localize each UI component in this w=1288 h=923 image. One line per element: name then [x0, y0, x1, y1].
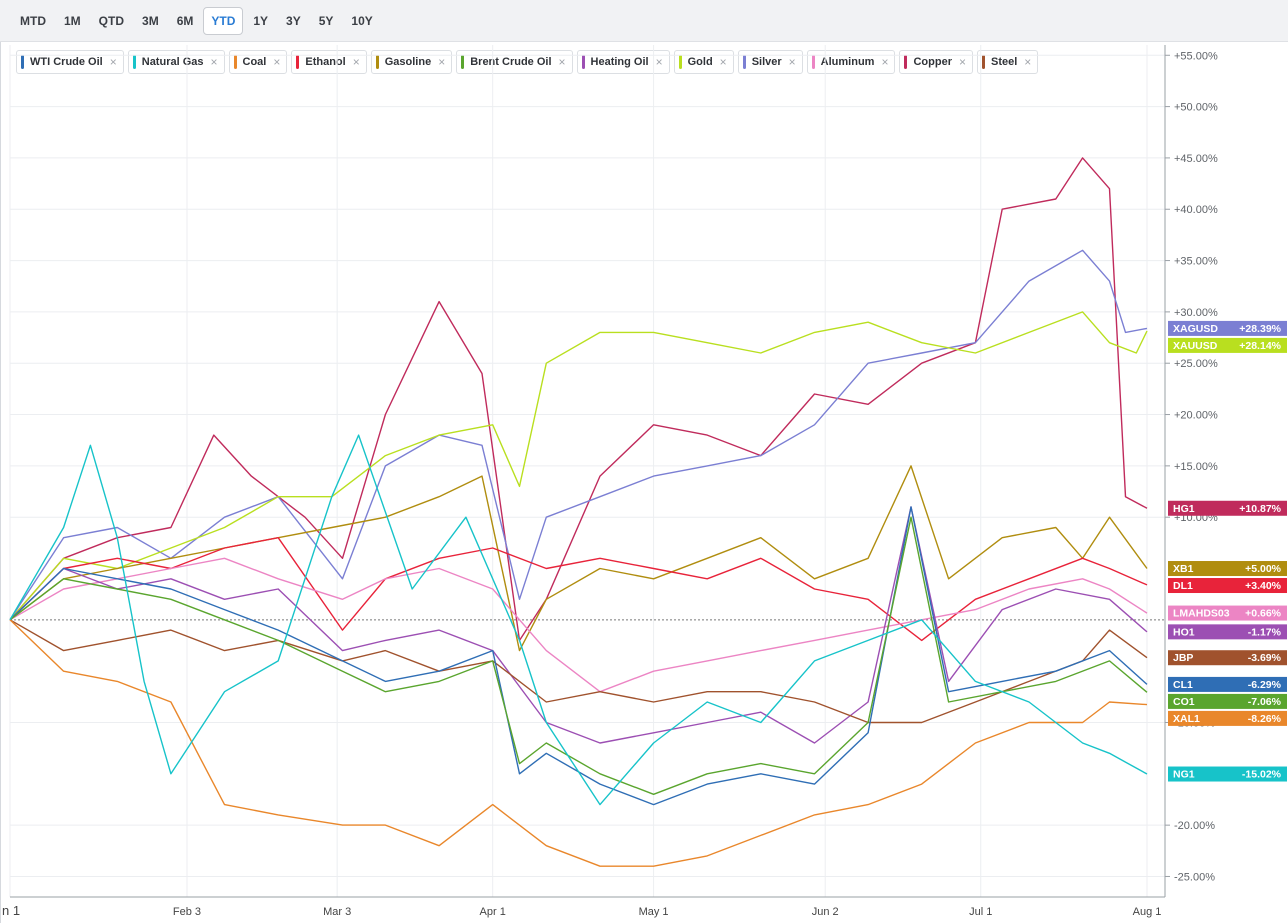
legend-chip[interactable]: Brent Crude Oil ×	[456, 50, 573, 74]
legend-label: Ethanol	[305, 56, 346, 68]
range-button-mtd[interactable]: MTD	[20, 13, 46, 28]
legend-swatch	[981, 55, 985, 69]
remove-series-icon[interactable]: ×	[958, 55, 966, 69]
remove-series-icon[interactable]: ×	[655, 55, 663, 69]
legend-chip[interactable]: WTI Crude Oil ×	[16, 50, 124, 74]
legend-swatch	[461, 55, 465, 69]
legend-swatch	[21, 55, 24, 69]
legend-chip[interactable]: Aluminum ×	[806, 50, 896, 74]
range-button-10y[interactable]: 10Y	[351, 13, 373, 28]
range-button-1m[interactable]: 1M	[64, 13, 81, 28]
legend-chip[interactable]: Gasoline ×	[370, 50, 453, 74]
legend-swatch	[296, 55, 300, 69]
legend-chip[interactable]: Steel ×	[976, 50, 1039, 74]
legend-label: Brent Crude Oil	[470, 56, 552, 68]
remove-series-icon[interactable]: ×	[438, 55, 446, 69]
range-button-ytd[interactable]: YTD	[203, 6, 244, 35]
remove-series-icon[interactable]: ×	[558, 55, 566, 69]
legend-chip[interactable]: Silver ×	[737, 50, 803, 74]
legend-swatch	[581, 55, 585, 69]
legend-label: Aluminum	[820, 56, 875, 68]
legend-label: Silver	[751, 56, 782, 68]
remove-series-icon[interactable]: ×	[1024, 55, 1032, 69]
legend-chip[interactable]: Natural Gas ×	[127, 50, 225, 74]
range-button-6m[interactable]: 6M	[176, 13, 194, 28]
legend-label: Copper	[913, 56, 952, 68]
legend-swatch	[904, 55, 908, 69]
legend-swatch	[678, 55, 682, 69]
legend-label: Coal	[242, 56, 267, 68]
range-button-5y[interactable]: 5Y	[318, 13, 334, 28]
range-button-qtd[interactable]: QTD	[98, 13, 125, 28]
series-legend: WTI Crude Oil × Natural Gas × Coal × Ethanol × G…	[16, 50, 1039, 74]
legend-chip[interactable]: Ethanol ×	[291, 50, 367, 74]
remove-series-icon[interactable]: ×	[881, 55, 889, 69]
legend-swatch	[132, 55, 136, 69]
range-button-1y[interactable]: 1Y	[253, 13, 269, 28]
legend-chip[interactable]: Gold ×	[673, 50, 734, 74]
remove-series-icon[interactable]: ×	[719, 55, 727, 69]
range-button-3y[interactable]: 3Y	[286, 13, 301, 28]
legend-swatch	[742, 55, 746, 69]
remove-series-icon[interactable]: ×	[788, 55, 796, 69]
legend-swatch	[811, 55, 815, 69]
remove-series-icon[interactable]: ×	[273, 55, 281, 69]
legend-swatch	[375, 55, 379, 69]
legend-chip[interactable]: Heating Oil ×	[576, 50, 670, 74]
remove-series-icon[interactable]: ×	[352, 55, 360, 69]
range-button-3m[interactable]: 3M	[142, 13, 159, 28]
legend-label: Heating Oil	[590, 56, 649, 68]
legend-label: Gasoline	[384, 56, 432, 68]
legend-label: Steel	[990, 56, 1018, 68]
legend-label: Natural Gas	[141, 56, 204, 68]
legend-label: WTI Crude Oil	[30, 56, 103, 68]
range-toolbar: MTD 1M QTD 3M 6M YTD 1Y 3Y 5Y 10Y	[0, 0, 1288, 42]
legend-chip[interactable]: Copper ×	[899, 50, 973, 74]
legend-label: Gold	[687, 56, 713, 68]
remove-series-icon[interactable]: ×	[210, 55, 218, 69]
legend-chip[interactable]: Coal ×	[228, 50, 288, 74]
legend-swatch	[233, 55, 237, 69]
remove-series-icon[interactable]: ×	[109, 55, 117, 69]
